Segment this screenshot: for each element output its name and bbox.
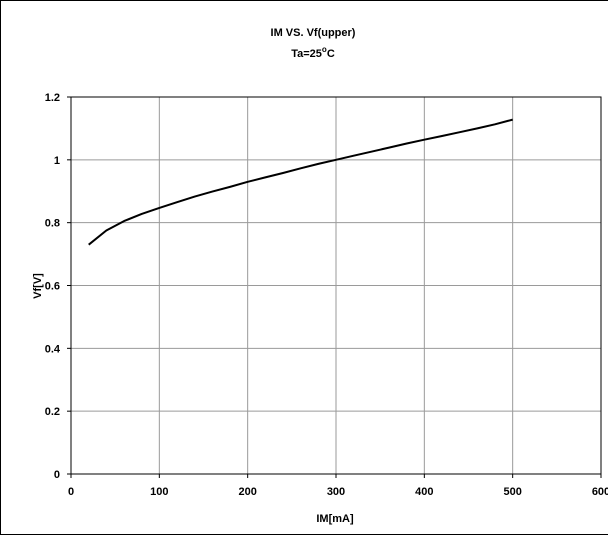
x-tick-label: 500 bbox=[503, 486, 521, 498]
y-tick-label: 0 bbox=[54, 469, 60, 481]
x-tick-label: 0 bbox=[68, 486, 74, 498]
series-line bbox=[88, 118, 513, 246]
tick-layer: 0 100 200 300 400 500 600 0 0.2 0.4 0.6 0.8 1 1.2 bbox=[45, 92, 608, 498]
chart-title: IM VS. Vf(upper) bbox=[271, 27, 356, 39]
chart-subtitle: Ta=25oC bbox=[291, 45, 335, 60]
x-tick-label: 200 bbox=[238, 486, 256, 498]
x-tick-label: 100 bbox=[150, 486, 168, 498]
x-axis-label: IM[mA] bbox=[316, 513, 354, 525]
x-tick-label: 300 bbox=[327, 486, 345, 498]
y-tick-label: 0.4 bbox=[45, 343, 61, 355]
y-tick-label: 1 bbox=[54, 155, 60, 167]
x-tick-label: 600 bbox=[592, 486, 608, 498]
x-tick-label: 400 bbox=[415, 486, 433, 498]
y-tick-label: 0.2 bbox=[45, 406, 60, 418]
chart-subtitle-suffix: C bbox=[327, 48, 335, 60]
y-tick-label: 0.6 bbox=[45, 281, 60, 293]
y-tick-label: 0.8 bbox=[45, 218, 60, 230]
y-axis-label: Vf[V] bbox=[32, 273, 44, 299]
y-tick-label: 1.2 bbox=[45, 92, 60, 104]
series-layer bbox=[88, 118, 513, 246]
chart-subtitle-degree: o bbox=[322, 45, 327, 54]
grid-layer bbox=[71, 97, 601, 474]
chart-subtitle-prefix: Ta=25 bbox=[291, 48, 322, 60]
